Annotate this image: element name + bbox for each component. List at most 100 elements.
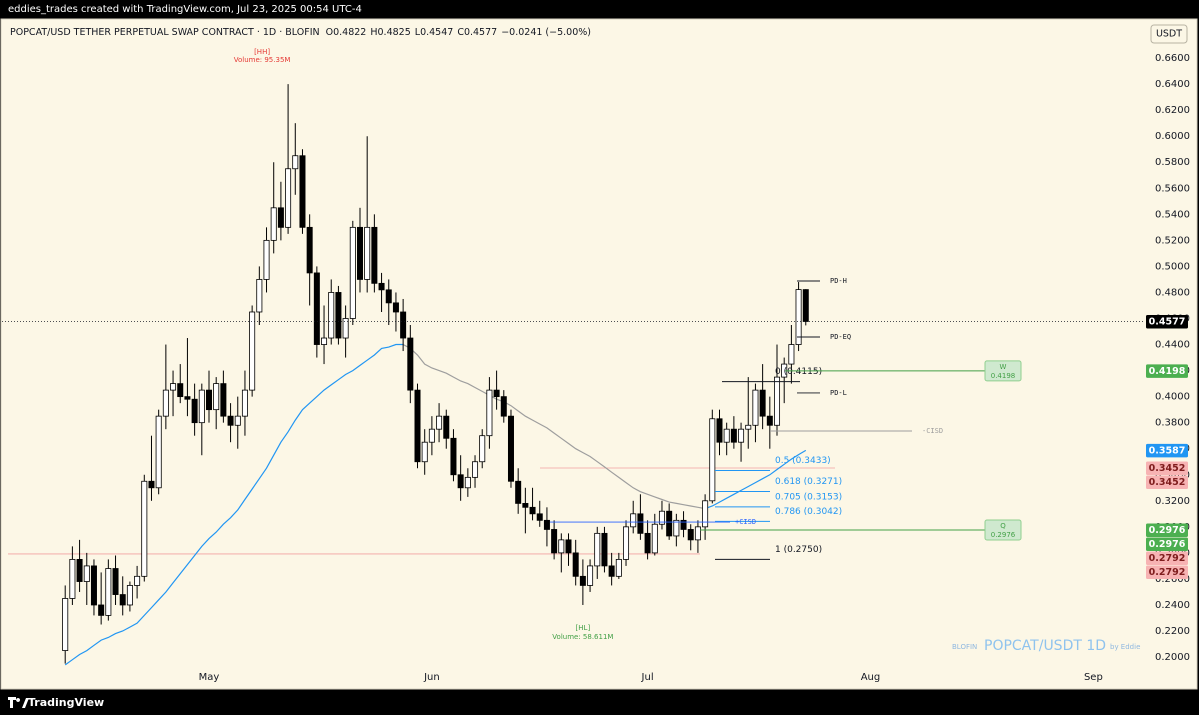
fib-label: 0.786 (0.3042) xyxy=(775,507,842,517)
y-tick-label: 0.5200 xyxy=(1155,235,1190,246)
candle-body xyxy=(651,523,658,554)
candle-body xyxy=(407,337,414,391)
fib-label: 0 (0.4115) xyxy=(775,367,822,377)
candle-body xyxy=(644,532,651,554)
level-label: PD-H xyxy=(830,277,847,285)
candle-body xyxy=(687,529,694,541)
candle-body xyxy=(730,428,737,443)
candle-body xyxy=(601,532,608,567)
brand-logo xyxy=(8,697,29,708)
candle-body xyxy=(285,168,292,228)
y-tick-label: 0.2200 xyxy=(1155,626,1190,637)
candle-body xyxy=(263,239,270,280)
candle-body xyxy=(529,506,536,515)
candle-body xyxy=(493,389,500,398)
candle-body xyxy=(400,311,407,339)
price-label: 0.2976 xyxy=(1149,525,1186,536)
candle-body xyxy=(205,389,212,411)
candle-body xyxy=(464,476,471,489)
x-tick-label: Jun xyxy=(423,672,440,683)
y-tick-label: 0.6200 xyxy=(1155,105,1190,116)
swing-low-note: Volume: 58.611M xyxy=(552,633,613,641)
price-label-bg xyxy=(1146,443,1188,458)
candle-body xyxy=(666,510,673,537)
candle-body xyxy=(774,376,781,426)
candle-body xyxy=(162,389,169,417)
ohlc-name: O xyxy=(326,27,333,38)
y-tick-label: 0.6600 xyxy=(1155,53,1190,64)
watermark-author: by Eddie xyxy=(1110,643,1140,651)
price-label: 0.3452 xyxy=(1149,477,1186,488)
zone-box xyxy=(984,519,1022,541)
y-tick-label: 0.5800 xyxy=(1155,157,1190,168)
level-label: -CISD xyxy=(922,427,943,435)
caption: eddies_trades created with TradingView.c… xyxy=(8,4,362,15)
candle-body xyxy=(536,513,543,521)
candle-body xyxy=(126,585,133,606)
x-tick-label: Jul xyxy=(641,672,654,683)
candle-body xyxy=(378,282,385,291)
y-tick-label: 0.6000 xyxy=(1155,131,1190,142)
candle-body xyxy=(342,318,349,339)
candle-body xyxy=(414,389,421,463)
candle-body xyxy=(450,437,457,476)
candle-body xyxy=(299,155,306,228)
candle-body xyxy=(62,598,69,651)
currency-box[interactable] xyxy=(1150,24,1188,44)
candle-body xyxy=(565,539,572,554)
candle-body xyxy=(170,383,177,391)
candle-body xyxy=(213,383,220,411)
candle-body xyxy=(709,418,716,502)
candle-body xyxy=(594,532,601,567)
candle-body xyxy=(76,558,83,582)
watermark-exchange: BLOFIN xyxy=(952,643,977,651)
price-label-bg xyxy=(1146,364,1188,378)
candle-body xyxy=(500,396,507,417)
y-tick-label: 0.3200 xyxy=(1155,496,1190,507)
candle-body xyxy=(198,389,205,424)
candle-body xyxy=(306,226,313,274)
candle-body xyxy=(802,289,809,322)
currency: USDT xyxy=(1156,29,1182,40)
candle-body xyxy=(486,389,493,437)
y-tick-label: 0.6400 xyxy=(1155,79,1190,90)
candle-body xyxy=(241,389,248,417)
candle-body xyxy=(356,226,363,280)
price-label: 0.4577 xyxy=(1149,316,1186,327)
y-tick-label: 0.5600 xyxy=(1155,183,1190,194)
ohlc-value: 0.4577 xyxy=(464,27,497,38)
candle-body xyxy=(177,383,184,398)
candle-body xyxy=(738,428,745,443)
candle-body xyxy=(680,519,687,530)
candle-body xyxy=(292,155,299,170)
fib-label: 0.705 (0.3153) xyxy=(775,492,842,502)
candle-body xyxy=(522,503,529,508)
candle-body xyxy=(141,480,148,577)
x-tick-label: Aug xyxy=(861,672,881,683)
price-label-bg xyxy=(1146,551,1188,565)
candle-body xyxy=(134,575,141,586)
candle-body xyxy=(349,226,356,319)
y-tick-label: 0.3800 xyxy=(1155,418,1190,429)
x-tick-label: Sep xyxy=(1084,672,1103,683)
candle-body xyxy=(752,389,759,426)
candle-body xyxy=(745,424,752,430)
candle-body xyxy=(766,415,773,426)
y-tick-label: 0.5400 xyxy=(1155,209,1190,220)
price-label: 0.2792 xyxy=(1149,567,1186,578)
candle-body xyxy=(716,418,723,443)
zone-value: 0.2976 xyxy=(991,531,1016,539)
candle-body xyxy=(256,279,263,313)
candle-body xyxy=(227,415,234,426)
level-label: PD-EQ xyxy=(830,333,851,341)
candle-body xyxy=(98,604,105,616)
candle-body xyxy=(759,389,766,417)
candle-body xyxy=(385,289,392,304)
legend: POPCAT/USD TETHER PERPETUAL SWAP CONTRAC… xyxy=(10,27,591,38)
candle-body xyxy=(155,415,162,489)
candle-body xyxy=(579,575,586,586)
moving-average xyxy=(704,449,807,510)
y-tick-label: 0.2000 xyxy=(1155,652,1190,663)
candle-body xyxy=(623,526,630,560)
